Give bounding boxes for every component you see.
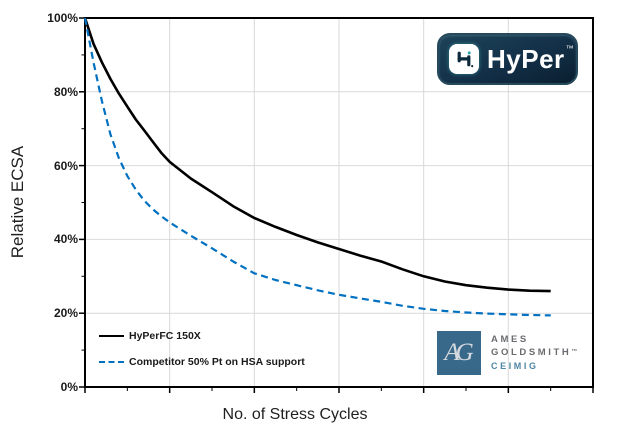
legend-item-competitor: Competitor 50% Pt on HSA support (99, 355, 305, 368)
goldsmith-text: GOLDSMITH™ (491, 346, 577, 359)
y-axis-tick-label: 100% (47, 11, 78, 25)
legend-line-dashed (99, 361, 124, 363)
y-axis-tick-label: 80% (53, 84, 78, 99)
y-axis-tick-label: 20% (53, 306, 78, 321)
ames-text: AMES (491, 334, 529, 345)
ames-goldsmith-logo: AG AMES GOLDSMITH™ CEIMIG (437, 331, 577, 375)
hyper-logo: HyPer™ (437, 33, 578, 85)
y-axis-tick-label: 0% (60, 380, 78, 394)
y-axis-tick-label: 60% (53, 158, 78, 173)
ames-goldsmith-wordmark: AMES GOLDSMITH™ CEIMIG (491, 331, 577, 373)
y-axis-tick-label: 40% (53, 232, 78, 247)
hyper-wordmark-text: HyPer (487, 44, 565, 74)
x-axis-title: No. of Stress Cycles (222, 406, 368, 423)
trademark-symbol: ™ (571, 349, 578, 355)
legend-label: HyPerFC 150X (129, 329, 201, 342)
y-axis-title: Relative ECSA (8, 145, 27, 259)
hyper-wordmark: HyPer™ (487, 44, 574, 74)
ceimig-text: CEIMIG (491, 361, 539, 371)
ames-goldsmith-monogram: AG (437, 331, 481, 375)
h2-molecule-icon (449, 44, 479, 74)
goldsmith-text-main: GOLDSMITH (491, 347, 572, 358)
legend-line-solid (99, 335, 124, 337)
legend-item-hyperfc: HyPerFC 150X (99, 329, 201, 342)
legend-label: Competitor 50% Pt on HSA support (129, 355, 305, 368)
ag-monogram-text: AG (444, 339, 473, 366)
trademark-symbol: ™ (565, 44, 575, 53)
